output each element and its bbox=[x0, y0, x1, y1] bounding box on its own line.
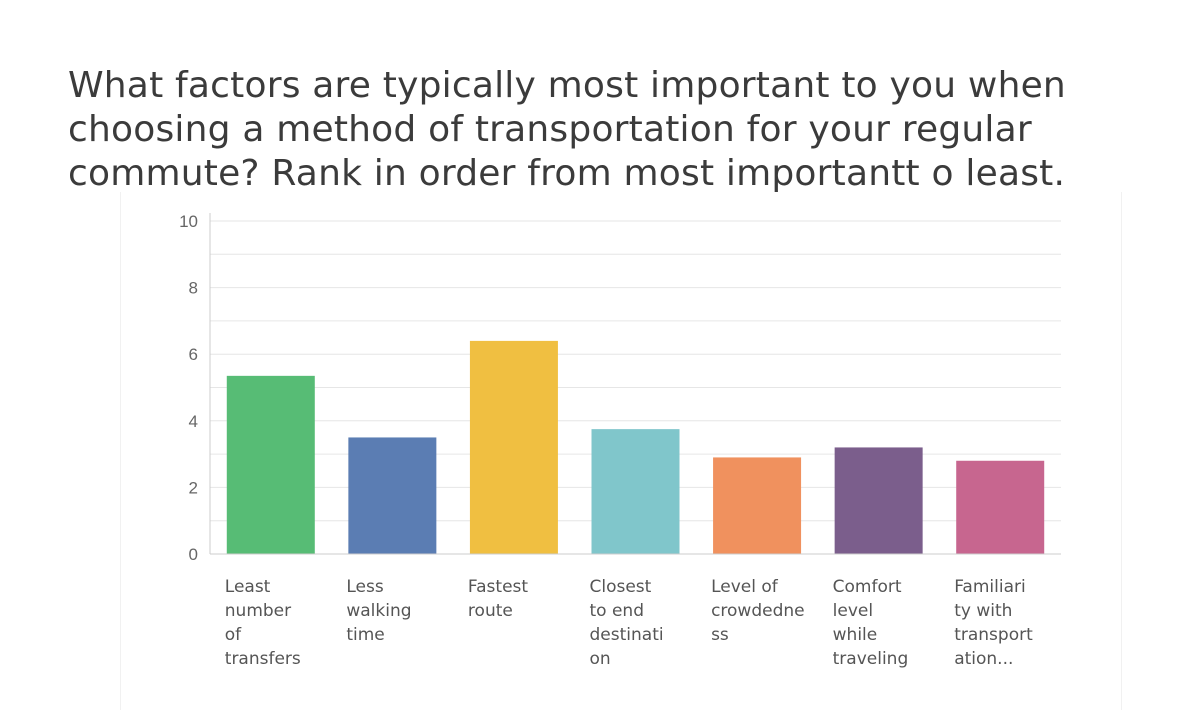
x-category-label: Less walking time bbox=[346, 577, 411, 645]
x-category-label: Closest to end destinati on bbox=[590, 577, 664, 669]
bar bbox=[713, 457, 802, 554]
bar bbox=[348, 437, 437, 554]
y-tick-label: 2 bbox=[189, 478, 198, 497]
chart-panel: 0 2 4 6 8 10 Least number of transfers Less walking… bbox=[120, 192, 1122, 710]
x-category-label: Comfort level while traveling bbox=[833, 577, 909, 669]
x-category-label: Least number of transfers bbox=[225, 577, 301, 669]
chart-title: What factors are typically most importan… bbox=[68, 65, 1066, 194]
x-category-label: Fastest route bbox=[468, 577, 528, 621]
bar bbox=[226, 375, 315, 554]
bar bbox=[469, 340, 558, 554]
x-category-label: Level of crowdedne ss bbox=[711, 577, 805, 645]
x-category-label: Familiari ty with transport ation... bbox=[954, 577, 1033, 669]
y-tick-label: 4 bbox=[189, 412, 198, 431]
bar-chart: 0 2 4 6 8 10 Least number of transfers Less walking… bbox=[179, 212, 1061, 669]
bar bbox=[834, 447, 923, 554]
y-tick-label: 8 bbox=[189, 279, 198, 298]
y-tick-label: 6 bbox=[189, 345, 198, 364]
y-tick-label: 10 bbox=[179, 212, 198, 231]
bar bbox=[591, 429, 680, 554]
y-tick-label: 0 bbox=[189, 545, 198, 564]
bar bbox=[956, 460, 1045, 554]
